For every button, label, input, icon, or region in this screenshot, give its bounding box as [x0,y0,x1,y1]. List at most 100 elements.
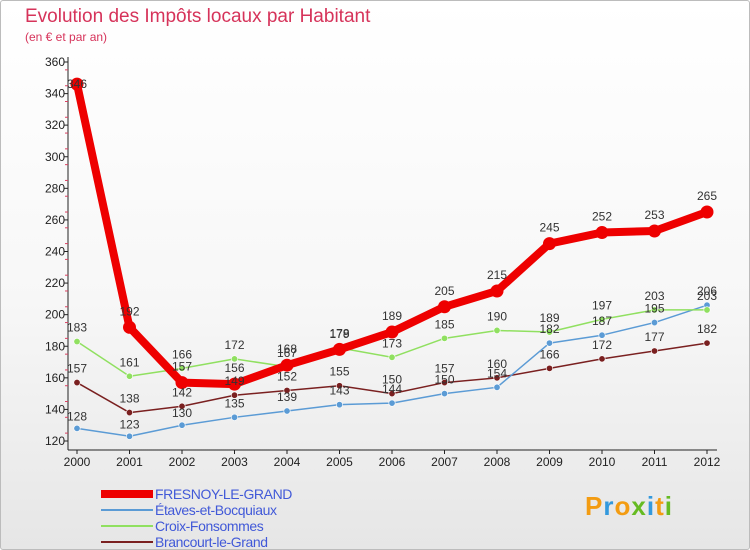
data-point [703,306,711,314]
data-point [175,376,189,390]
data-label: 253 [644,208,664,222]
y-tick-label: 320 [45,118,65,132]
data-point [231,391,239,399]
data-point [598,315,606,323]
y-tick-label: 160 [45,371,65,385]
logo-letter: i [646,491,656,521]
data-point [231,413,239,421]
data-label: 123 [119,417,139,431]
data-label: 192 [119,304,139,318]
data-point [73,424,81,432]
data-label: 182 [539,322,559,336]
data-point [700,205,714,219]
y-tick-label: 120 [45,434,65,448]
chart-subtitle: (en € et par an) [25,30,108,44]
data-point [440,334,448,342]
data-label: 150 [382,373,402,387]
data-point [126,409,134,417]
logo-letter: x [631,491,647,521]
data-label: 157 [67,362,87,376]
x-tick-label: 2002 [169,455,196,469]
data-point [388,353,396,361]
data-point [598,355,606,363]
data-label: 128 [67,409,87,423]
legend-item: Croix-Fonsommes [101,518,361,534]
data-label: 144 [382,382,402,396]
legend-label: Étaves-et-Bocquiaux [155,502,277,518]
data-label: 172 [224,338,244,352]
x-tick-label: 2011 [642,455,668,469]
data-point [648,224,661,238]
data-label: 172 [592,338,612,352]
data-label: 215 [487,268,507,282]
data-label: 130 [172,406,192,420]
x-tick-label: 2008 [484,455,511,469]
data-point [595,226,609,240]
logo-letter: r [603,491,615,521]
data-point [231,355,239,363]
data-label: 203 [697,289,717,303]
chart-title: Evolution des Impôts locaux par Habitant [25,6,371,27]
x-tick-label: 2009 [536,455,563,469]
data-label: 185 [434,317,454,331]
legend-swatch [101,541,153,543]
logo-letter: t [655,491,665,521]
data-label: 179 [329,327,349,341]
series-layer [70,77,714,440]
data-label: 154 [487,366,507,380]
data-label: 189 [539,311,559,325]
data-label: 178 [329,326,349,340]
legend-swatch [101,509,153,511]
logo-letter: o [614,491,632,521]
y-tick-label: 140 [45,402,65,416]
y-tick-label: 180 [45,339,65,353]
data-point [650,347,658,355]
data-point [440,390,448,398]
data-point [283,386,291,394]
data-point [703,339,711,347]
data-point [388,390,396,398]
data-label: 245 [539,221,559,235]
data-label: 149 [224,374,244,388]
data-label: 135 [224,396,244,410]
data-label: 177 [644,330,664,344]
proxiti-logo: Proxiti [585,491,673,522]
data-label: 190 [487,309,507,323]
data-label: 161 [119,355,139,369]
data-point [178,421,186,429]
x-tick-label: 2000 [64,455,91,469]
x-tick-label: 2006 [379,455,406,469]
data-label: 157 [434,362,454,376]
data-label: 168 [277,342,297,356]
y-tick-label: 220 [45,276,65,290]
data-label: 183 [67,321,87,335]
data-label: 197 [592,298,612,312]
data-label: 206 [697,284,717,298]
data-label: 167 [277,346,297,360]
data-point [126,432,134,440]
data-labels-layer: 346 192 157 156 168 178 189 205 215 245 252 253 265 1… [67,77,717,431]
legend-label: Croix-Fonsommes [155,518,264,534]
data-point [333,342,346,356]
data-label: 195 [644,302,664,316]
data-point [123,320,136,334]
y-tick-label: 360 [45,55,65,69]
data-point [438,300,451,314]
legend: FRESNOY-LE-GRAND Étaves-et-Bocquiaux Croix… [101,486,361,549]
data-point [650,306,658,314]
data-point [73,338,81,346]
data-label: 152 [277,369,297,383]
data-point [490,284,504,298]
data-label: 252 [592,210,612,224]
x-tick-label: 2005 [326,455,353,469]
data-label: 166 [172,347,192,361]
data-label: 265 [697,189,717,203]
data-label: 139 [277,390,297,404]
data-point [335,401,343,409]
y-tick-label: 240 [45,245,65,259]
data-point [388,399,396,407]
data-point [440,379,448,387]
legend-item: FRESNOY-LE-GRAND [101,486,361,502]
data-label: 138 [119,392,139,406]
